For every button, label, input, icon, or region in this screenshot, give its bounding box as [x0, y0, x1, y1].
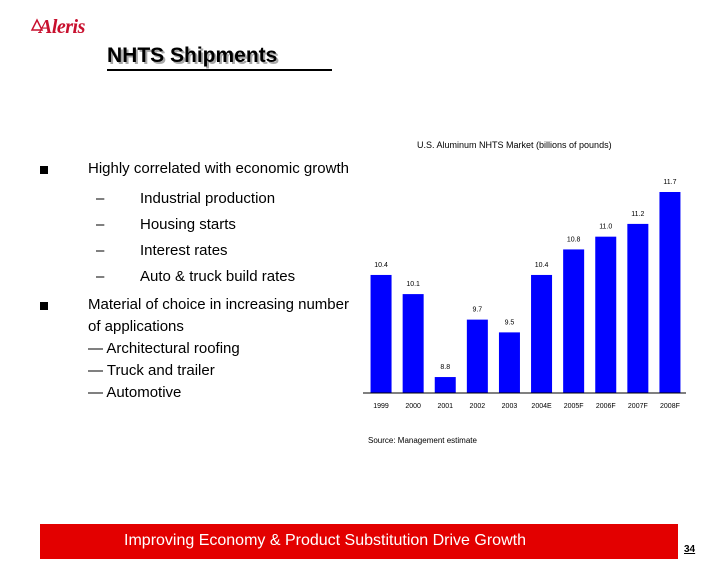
value-label: 11.7 [663, 179, 676, 186]
dash-icon: – [96, 268, 105, 285]
value-label: 11.0 [599, 224, 612, 231]
x-tick-label: 1999 [373, 403, 389, 410]
bullet-text-line: of applications [88, 318, 184, 335]
title-underline [107, 69, 332, 71]
bar-2007F [627, 223, 649, 393]
chart-title: U.S. Aluminum NHTS Market (billions of p… [417, 140, 612, 150]
x-tick-label: 2003 [502, 403, 518, 410]
x-tick-label: 2002 [470, 403, 486, 410]
bar-1999 [370, 274, 392, 393]
value-label: 10.4 [374, 262, 388, 269]
value-label: 10.1 [406, 281, 420, 288]
x-tick-label: 2001 [437, 403, 453, 410]
bullet-square-icon [40, 166, 48, 174]
aleris-logo: Aleris [30, 8, 90, 42]
page-number: 34 [684, 544, 696, 555]
bar-2000 [402, 294, 424, 393]
dash-icon: – [96, 190, 105, 207]
x-tick-label: 2004E [531, 403, 552, 410]
takeaway-banner: Improving Economy & Product Substitution… [40, 524, 678, 559]
bar-2003 [498, 332, 520, 393]
x-tick-label: 2008F [660, 403, 680, 410]
bar-2005F [563, 249, 585, 393]
page-title: NHTS Shipments [107, 44, 278, 67]
x-tick-label: 2005F [564, 403, 584, 410]
sub-bullet: Auto & truck build rates [140, 268, 296, 285]
bullet-text-line: — Architectural roofing [88, 340, 240, 357]
bar-2004E [531, 274, 553, 393]
dash-icon: – [96, 216, 105, 233]
bullet-square-icon [40, 302, 48, 310]
banner-text: Improving Economy & Product Substitution… [124, 532, 526, 549]
x-tick-label: 2000 [405, 403, 421, 410]
bar-chart: 10.4 1999 10.1 2000 8.8 2001 9.7 2002 9.5 2003 10.… [363, 179, 686, 410]
logo-mark-icon [30, 18, 44, 31]
bullet-text-line: — Automotive [88, 384, 182, 401]
value-label: 10.4 [535, 262, 549, 269]
dash-icon: – [96, 242, 105, 259]
sub-bullet: Housing starts [140, 216, 236, 233]
value-label: 8.8 [440, 364, 450, 371]
value-label: 11.2 [631, 211, 644, 218]
bar-2001 [434, 377, 456, 393]
bar-2002 [466, 319, 488, 393]
bullet-text-line: Material of choice in increasing number [88, 296, 349, 313]
source-note: Source: Management estimate [368, 436, 477, 445]
bar-2008F [659, 192, 681, 393]
x-tick-label: 2007F [628, 403, 648, 410]
sub-bullet: Industrial production [140, 190, 276, 207]
value-label: 9.7 [472, 307, 482, 314]
x-tick-label: 2006F [596, 403, 616, 410]
value-label: 9.5 [505, 319, 515, 326]
bullet-text-line: — Truck and trailer [88, 362, 215, 379]
bullet-text: Highly correlated with economic growth [88, 160, 349, 177]
bar-2006F [595, 236, 617, 393]
sub-bullet: Interest rates [140, 242, 228, 259]
logo-text: Aleris [39, 16, 85, 38]
value-label: 10.8 [567, 236, 581, 243]
